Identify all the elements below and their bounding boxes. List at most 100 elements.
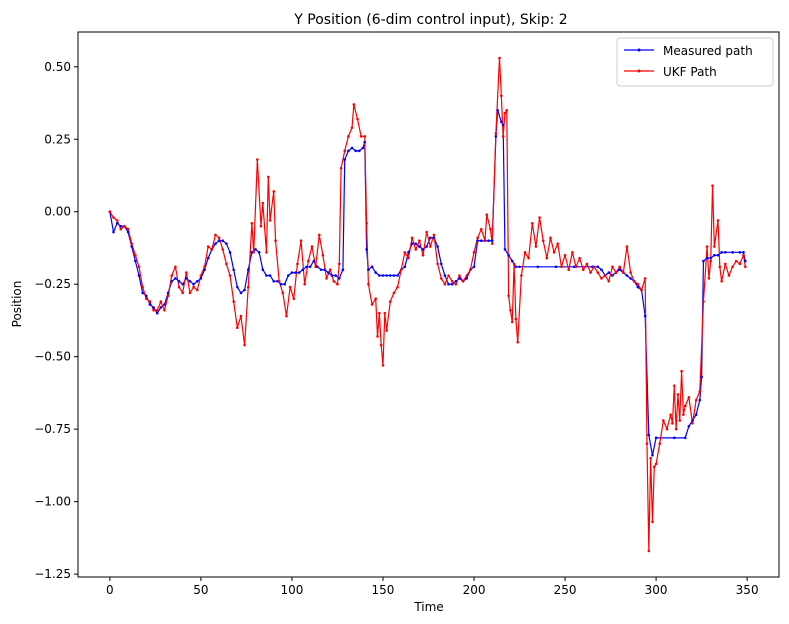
series-point-1 xyxy=(421,253,425,257)
series-point-1 xyxy=(439,277,443,280)
series-point-1 xyxy=(505,108,509,112)
series-point-0 xyxy=(458,277,461,280)
series-point-1 xyxy=(658,442,662,445)
series-point-1 xyxy=(527,256,530,260)
series-point-1 xyxy=(500,94,503,98)
series-point-0 xyxy=(425,245,428,248)
series-point-0 xyxy=(421,248,425,251)
series-point-0 xyxy=(283,282,286,286)
series-point-1 xyxy=(469,268,472,272)
series-point-1 xyxy=(352,103,356,106)
series-point-1 xyxy=(744,265,747,269)
legend-marker-measured xyxy=(637,48,641,52)
series-point-0 xyxy=(738,251,742,254)
series-point-0 xyxy=(629,277,632,280)
series-point-1 xyxy=(447,274,450,277)
series-point-1 xyxy=(414,248,418,251)
series-point-1 xyxy=(256,158,259,161)
series-point-1 xyxy=(649,456,652,460)
series-point-0 xyxy=(250,251,254,254)
series-point-1 xyxy=(436,262,439,266)
series-point-0 xyxy=(159,306,163,309)
x-tick-label: 50 xyxy=(193,583,208,597)
y-tick-label: −0.50 xyxy=(34,350,71,364)
series-point-1 xyxy=(383,311,387,315)
series-point-0 xyxy=(144,294,148,298)
series-point-0 xyxy=(225,242,228,245)
series-point-0 xyxy=(199,277,203,280)
series-point-0 xyxy=(141,291,144,295)
series-point-0 xyxy=(673,436,676,440)
series-point-0 xyxy=(195,280,199,283)
series-point-0 xyxy=(319,268,323,272)
y-tick-label: −0.25 xyxy=(34,277,71,291)
series-point-0 xyxy=(647,433,651,437)
series-point-0 xyxy=(472,265,476,269)
series-point-0 xyxy=(370,265,374,269)
series-point-1 xyxy=(523,251,527,254)
series-point-0 xyxy=(287,274,290,277)
series-point-0 xyxy=(476,239,479,243)
series-point-0 xyxy=(192,282,195,286)
series-point-0 xyxy=(742,251,745,254)
series-point-1 xyxy=(567,268,570,272)
series-point-1 xyxy=(225,262,228,266)
series-point-1 xyxy=(195,288,199,292)
series-point-1 xyxy=(498,56,501,60)
series-point-1 xyxy=(465,274,469,277)
series-point-1 xyxy=(643,277,647,280)
series-point-1 xyxy=(571,251,574,254)
series-point-0 xyxy=(709,256,713,260)
series-point-0 xyxy=(378,274,381,277)
series-point-1 xyxy=(266,175,270,179)
chart-title: Y Position (6-dim control input), Skip: … xyxy=(293,12,567,28)
series-point-0 xyxy=(403,265,407,269)
series-point-1 xyxy=(385,329,388,332)
series-point-0 xyxy=(436,245,439,248)
series-point-0 xyxy=(130,245,134,248)
series-point-0 xyxy=(323,268,327,272)
series-point-1 xyxy=(512,262,516,266)
series-point-1 xyxy=(288,285,292,289)
series-point-1 xyxy=(709,259,713,263)
series-point-0 xyxy=(500,120,503,124)
series-point-1 xyxy=(742,253,745,257)
series-point-1 xyxy=(232,300,235,303)
series-point-1 xyxy=(159,300,163,303)
series-point-1 xyxy=(272,190,276,193)
series-point-1 xyxy=(137,265,141,269)
series-point-1 xyxy=(141,285,144,289)
series-point-0 xyxy=(490,239,494,243)
y-tick-label: −0.75 xyxy=(34,422,71,436)
series-point-0 xyxy=(418,245,421,248)
series-point-1 xyxy=(450,280,454,283)
series-point-0 xyxy=(536,265,540,269)
series-point-1 xyxy=(396,285,399,289)
series-point-1 xyxy=(370,303,374,306)
y-tick-label: −1.00 xyxy=(34,495,71,509)
series-point-0 xyxy=(465,277,469,280)
series-point-0 xyxy=(607,271,611,274)
series-point-1 xyxy=(185,271,188,274)
series-point-0 xyxy=(343,158,347,161)
series-point-1 xyxy=(611,265,614,269)
legend: Measured path UKF Path xyxy=(616,37,774,87)
series-point-0 xyxy=(691,419,694,422)
series-point-1 xyxy=(720,280,723,283)
series-point-1 xyxy=(403,251,407,254)
series-point-0 xyxy=(152,306,155,309)
series-point-1 xyxy=(458,274,461,277)
series-point-0 xyxy=(618,268,621,272)
series-point-1 xyxy=(429,245,432,248)
series-point-1 xyxy=(556,242,560,245)
series-point-1 xyxy=(376,335,379,338)
series-point-1 xyxy=(507,294,510,298)
series-point-0 xyxy=(254,248,257,251)
series-point-0 xyxy=(744,259,747,263)
series-point-1 xyxy=(574,265,578,269)
series-point-1 xyxy=(734,259,738,263)
series-point-1 xyxy=(687,395,691,399)
series-point-1 xyxy=(243,343,246,347)
series-point-0 xyxy=(454,280,458,283)
series-point-1 xyxy=(130,242,134,245)
